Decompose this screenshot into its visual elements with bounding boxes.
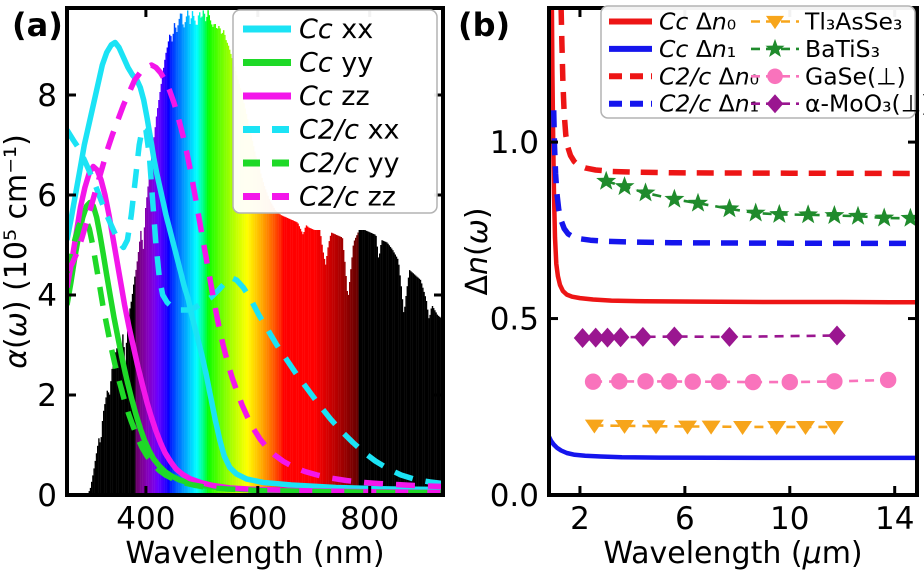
legend-label: C2/c Δn₁ (659, 90, 759, 118)
panel-b-plot (549, 8, 917, 461)
curve-c2-c-n0 (558, 8, 917, 177)
curve-c2-c-zz (67, 62, 443, 490)
panel-a-plot (67, 10, 443, 495)
panel-b-curves (549, 8, 917, 461)
y-tick-label: 2 (37, 378, 57, 414)
legend-label: Cc Δn₀ (659, 8, 736, 36)
legend-label: Cc Δn₁ (659, 35, 736, 63)
y-tick-label: 4 (37, 278, 57, 314)
curve-c2-c-n1 (550, 110, 917, 247)
panel-a-axes: 400 600 800 0 2 4 6 8 Wavelength (nm) α(ω) (10⁵ c… (0, 6, 445, 571)
y-tick-label: 0.0 (490, 478, 539, 514)
panel-a-curves (67, 39, 443, 495)
curve-cc-n1 (549, 435, 917, 461)
legend-label: C2/c zz (299, 182, 396, 213)
marker-series-tl-asse- (584, 419, 844, 435)
x-axis-label-a: Wavelength (nm) (125, 536, 384, 571)
curve-cc-n0 (549, 8, 917, 305)
legend-item: α-MoO₃(⊥) (751, 90, 924, 118)
y-tick-label: 1.0 (490, 125, 539, 161)
panel-b-axes: 2 6 10 14 0.0 0.5 1.0 Wavelength (μm) Δn(ω) (460, 6, 919, 571)
x-tick-label: 400 (116, 501, 175, 537)
y-tick-label: 0 (37, 478, 57, 514)
x-tick-label: 10 (770, 501, 809, 537)
x-tick-label: 800 (340, 501, 399, 537)
marker-series-batis- (596, 170, 917, 227)
legend-label: Cc xx (299, 14, 373, 45)
x-axis-label-b: Wavelength (μm) (603, 536, 862, 571)
legend-label: BaTiS₃ (805, 35, 880, 63)
legend-item: BaTiS₃ (751, 35, 880, 63)
y-tick-label: 8 (37, 78, 57, 114)
legend-label: Cc zz (299, 81, 370, 112)
legend-item: Cc Δn₁ (609, 35, 736, 63)
x-tick-label: 14 (875, 501, 914, 537)
legend-item: Cc yy (243, 48, 373, 79)
curve-cc-zz (67, 163, 443, 495)
legend-item: C2/c zz (243, 182, 396, 213)
legend-label: α-MoO₃(⊥) (805, 90, 924, 118)
x-tick-label: 6 (675, 501, 695, 537)
curve-c2-c-xx (67, 124, 443, 487)
legend-item: Cc xx (243, 14, 373, 45)
legend-item: C2/c xx (243, 115, 400, 146)
legend-label: GaSe(⊥) (805, 62, 906, 90)
marker-series-gase- (584, 371, 897, 391)
y-tick-label: 0.5 (490, 302, 539, 338)
legend-item: GaSe(⊥) (751, 62, 906, 90)
legend-item: Tl₃AsSe₃ (751, 8, 902, 36)
legend-label: C2/c yy (299, 148, 400, 179)
curve-cc-xx (67, 39, 443, 493)
y-tick-label: 6 (37, 178, 57, 214)
legend-item: C2/c yy (243, 148, 400, 179)
x-tick-label: 600 (228, 501, 287, 537)
x-tick-label: 2 (570, 501, 590, 537)
y-axis-label-a: α(ω) (10⁵ cm⁻¹) (0, 134, 34, 369)
legend-label: Tl₃AsSe₃ (804, 8, 902, 36)
panel-b-label: (b) (458, 6, 511, 44)
panel-a-label: (a) (12, 6, 63, 44)
legend-label: Cc yy (299, 48, 373, 79)
curve-c2-c-yy (67, 216, 443, 495)
marker-series--moo- (573, 325, 846, 348)
legend-label: C2/c xx (299, 115, 400, 146)
legend-label: C2/c Δn₀ (659, 62, 759, 90)
y-axis-label-b: Δn(ω) (460, 207, 495, 295)
panel-a-frame (65, 6, 445, 497)
legend-item: Cc zz (243, 81, 370, 112)
legend-item: Cc Δn₀ (609, 8, 736, 36)
